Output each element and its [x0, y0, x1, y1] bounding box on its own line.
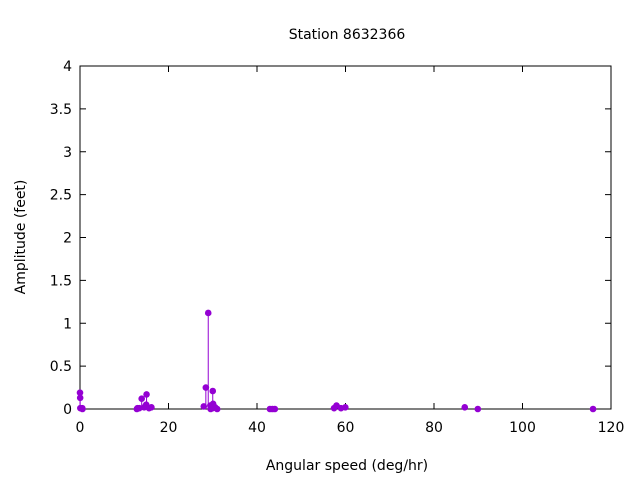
data-point: [143, 391, 150, 398]
data-point: [271, 405, 279, 413]
data-point: [148, 403, 155, 411]
x-tick-label: 60: [337, 420, 355, 436]
chart-title: Station 8632366: [289, 27, 406, 43]
data-point: [589, 405, 597, 413]
x-tick-label: 0: [76, 420, 85, 436]
data-point: [200, 403, 208, 410]
data-point: [342, 403, 349, 411]
x-tick-label: 120: [598, 420, 625, 436]
y-axis-title: Amplitude (feet): [13, 180, 29, 295]
y-tick-label: 1: [63, 316, 72, 332]
x-tick-label: 100: [509, 420, 536, 436]
data-point: [474, 405, 482, 413]
x-tick-label: 20: [160, 420, 178, 436]
y-tick-label: 2.5: [50, 188, 72, 204]
x-axis-title: Angular speed (deg/hr): [266, 458, 428, 474]
y-tick-label: 4: [63, 59, 72, 75]
y-tick-label: 0.5: [50, 359, 72, 375]
y-tick-label: 2: [63, 231, 72, 247]
data-point: [138, 395, 145, 403]
y-tick-label: 0: [63, 402, 72, 418]
data-point: [204, 309, 212, 317]
data-point: [79, 405, 86, 413]
plot-frame: [79, 65, 612, 410]
x-tick-label: 40: [248, 420, 266, 436]
data-point: [202, 384, 210, 391]
data-point: [461, 403, 469, 411]
y-tick-label: 3: [63, 145, 72, 161]
x-tick-label: 80: [425, 420, 443, 436]
y-tick-label: 1.5: [50, 273, 72, 289]
data-point: [213, 405, 221, 413]
y-tick-label: 3.5: [50, 102, 72, 118]
data-point: [135, 404, 143, 412]
data-point: [76, 394, 84, 402]
data-point: [76, 389, 84, 397]
data-point: [209, 387, 217, 395]
